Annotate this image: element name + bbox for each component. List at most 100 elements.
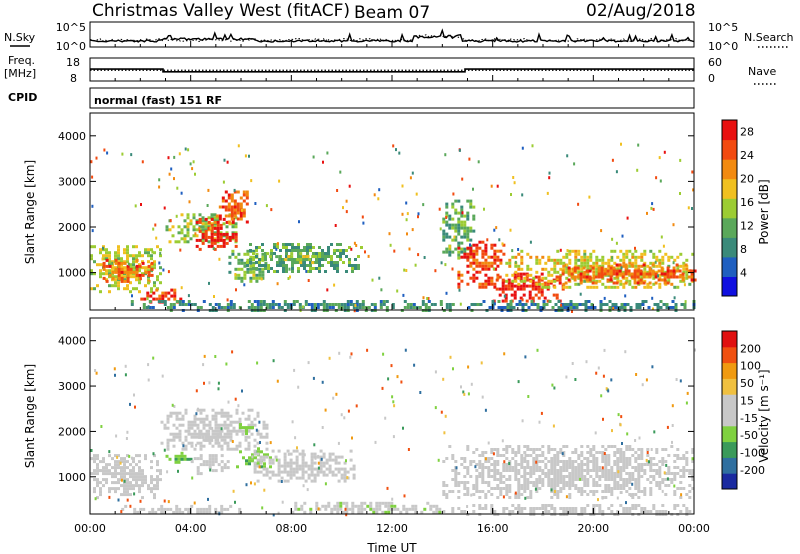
- heatmap-cell: [559, 469, 563, 472]
- heatmap-cell: [586, 445, 590, 448]
- heatmap-cell: [457, 199, 461, 203]
- heatmap-cell: [99, 290, 102, 294]
- heatmap-cell: [93, 472, 96, 476]
- heatmap-cell: [493, 478, 497, 481]
- heatmap-cell: [348, 246, 351, 249]
- heatmap-cell: [580, 493, 584, 496]
- heatmap-cell: [259, 435, 263, 439]
- heatmap-cell: [622, 270, 626, 274]
- heatmap-cell: [571, 249, 575, 253]
- heatmap-cell: [291, 267, 294, 270]
- heatmap-cell: [141, 475, 144, 479]
- heatmap-cell: [585, 269, 589, 273]
- heatmap-cell: [652, 478, 656, 481]
- heatmap-cell: [457, 217, 461, 221]
- heatmap-cell: [569, 306, 573, 309]
- heatmap-cell: [684, 263, 688, 267]
- heatmap-cell: [607, 507, 611, 510]
- heatmap-cell: [96, 463, 99, 467]
- heatmap-cell: [363, 501, 367, 505]
- heatmap-speck: [324, 408, 327, 412]
- heatmap-cell: [117, 267, 121, 271]
- heatmap-cell: [277, 458, 281, 462]
- heatmap-speck: [672, 261, 675, 265]
- heatmap-cell: [625, 478, 629, 481]
- heatmap-speck: [422, 203, 425, 207]
- heatmap-cell: [204, 217, 208, 221]
- heatmap-cell: [463, 255, 467, 259]
- heatmap-cell: [523, 276, 527, 280]
- heatmap-cell: [598, 466, 602, 469]
- heatmap-cell: [580, 487, 584, 490]
- power-heatmap: [90, 142, 697, 313]
- heatmap-cell: [511, 279, 515, 283]
- heatmap-cell: [679, 252, 683, 256]
- heatmap-cell: [223, 507, 227, 511]
- heatmap-cell: [571, 451, 575, 454]
- heatmap-cell: [213, 247, 217, 251]
- heatmap-cell: [508, 466, 512, 469]
- heatmap-cell: [655, 270, 659, 274]
- heatmap-cell: [642, 281, 646, 285]
- heatmap-cell: [469, 261, 473, 265]
- heatmap-cell: [217, 423, 221, 427]
- heatmap-cell: [333, 504, 337, 508]
- heatmap-cell: [414, 504, 418, 508]
- heatmap-speck: [653, 430, 656, 434]
- heatmap-cell: [643, 469, 647, 472]
- heatmap-cell: [219, 235, 223, 239]
- heatmap-cell: [217, 441, 221, 445]
- noise-left-tick-bottom: 10^0: [56, 40, 86, 53]
- heatmap-cell: [604, 454, 608, 457]
- heatmap-cell: [242, 193, 246, 197]
- heatmap-cell: [556, 463, 560, 466]
- heatmap-cell: [591, 281, 595, 285]
- heatmap-cell: [295, 300, 299, 303]
- heatmap-cell: [318, 255, 321, 258]
- heatmap-cell: [111, 457, 114, 461]
- heatmap-cell: [163, 426, 167, 430]
- heatmap-cell: [105, 264, 109, 268]
- heatmap-speck: [281, 500, 284, 504]
- heatmap-cell: [556, 469, 560, 472]
- heatmap-cell: [177, 231, 181, 235]
- heatmap-cell: [457, 472, 461, 475]
- heatmap-cell: [658, 481, 662, 484]
- heatmap-speck: [601, 466, 604, 470]
- heatmap-cell: [685, 267, 689, 271]
- heatmap-cell: [595, 472, 599, 475]
- heatmap-cell: [661, 457, 665, 460]
- heatmap-cell: [568, 507, 572, 510]
- heatmap-cell: [373, 303, 377, 306]
- heatmap-speck: [550, 488, 553, 492]
- heatmap-speck: [340, 413, 343, 417]
- heatmap-cell: [637, 490, 641, 493]
- heatmap-cell: [654, 272, 658, 276]
- heatmap-speck: [565, 495, 568, 499]
- heatmap-cell: [647, 306, 651, 309]
- heatmap-cell: [592, 490, 596, 493]
- heatmap-speck: [655, 176, 658, 180]
- heatmap-speck: [571, 310, 573, 313]
- heatmap-cell: [223, 435, 227, 439]
- heatmap-cell: [652, 457, 656, 460]
- heatmap-cell: [318, 264, 321, 267]
- heatmap-cell: [590, 306, 594, 309]
- heatmap-cell: [231, 235, 235, 239]
- heatmap-speck: [524, 454, 527, 457]
- heatmap-cell: [172, 438, 176, 442]
- heatmap-cell: [517, 264, 521, 268]
- heatmap-speck: [417, 212, 420, 216]
- heatmap-cell: [523, 445, 527, 448]
- heatmap-cell: [518, 303, 522, 306]
- heatmap-cell: [571, 466, 575, 469]
- heatmap-cell: [631, 475, 635, 478]
- heatmap-speck: [393, 404, 396, 408]
- heatmap-cell: [216, 226, 220, 230]
- heatmap-cell: [541, 255, 545, 259]
- heatmap-cell: [498, 275, 502, 279]
- heatmap-cell: [625, 481, 629, 484]
- heatmap-cell: [108, 263, 111, 267]
- heatmap-cell: [521, 303, 525, 306]
- heatmap-cell: [682, 270, 686, 274]
